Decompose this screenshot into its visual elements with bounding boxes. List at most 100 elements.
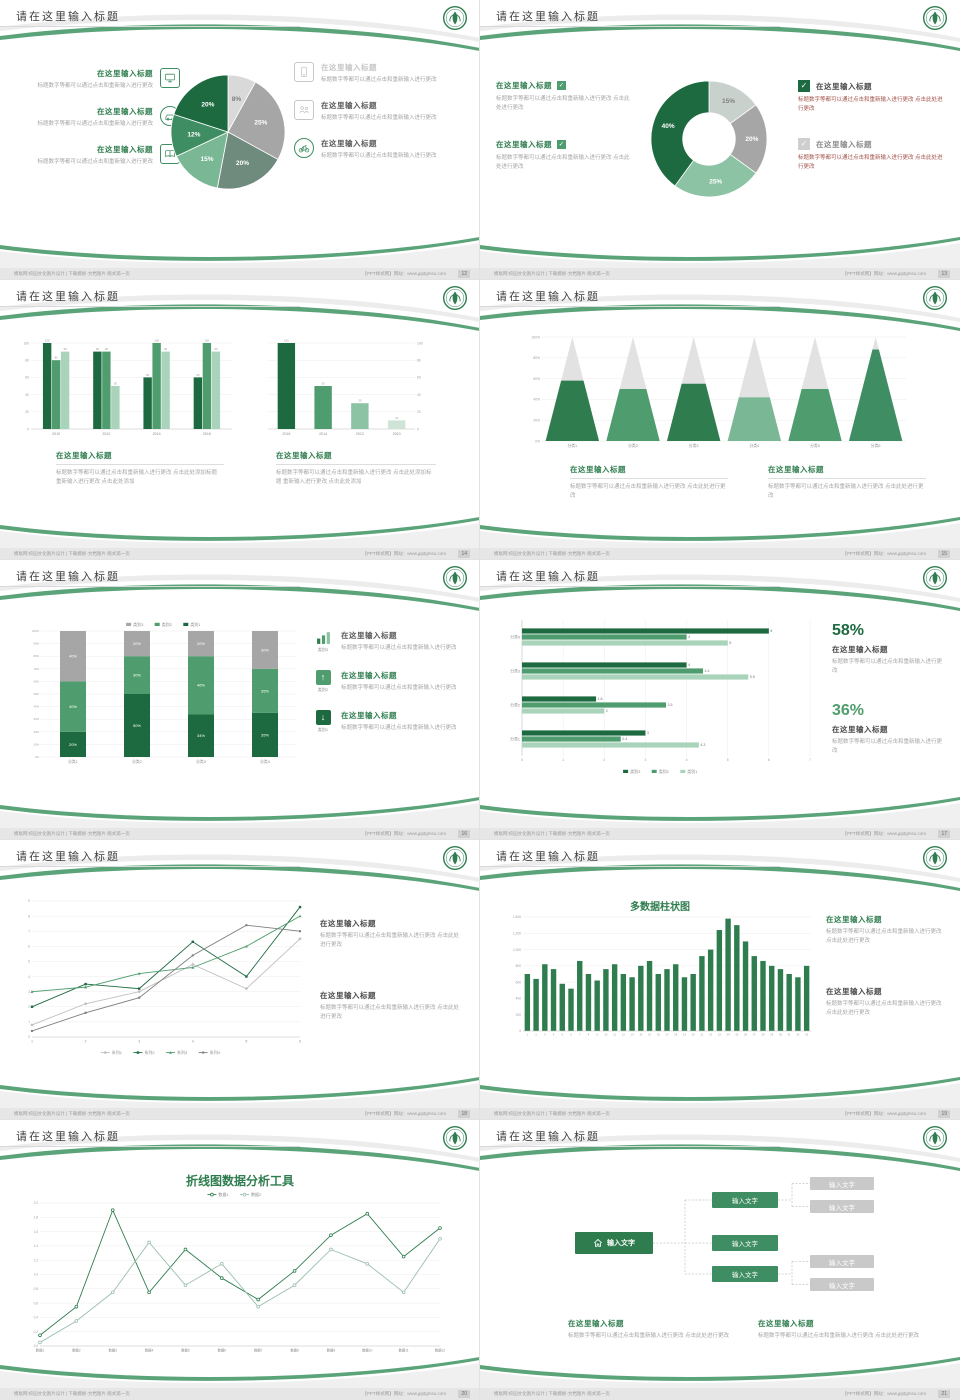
svg-text:60: 60 <box>417 376 421 380</box>
svg-text:数据2: 数据2 <box>251 1191 262 1197</box>
svg-text:100: 100 <box>417 341 423 345</box>
feature-body: 标题数字等都可以通过点击和重新输入进行更改 <box>321 153 437 160</box>
svg-text:80: 80 <box>55 356 59 360</box>
slide-15[interactable]: 0% 20% 40% 60% 80% 100% 分类1 分类2 分类3 分类4 分类5 分类6 在这里… <box>479 279 960 561</box>
svg-text:0.8: 0.8 <box>34 1287 39 1291</box>
svg-text:20%: 20% <box>533 419 540 423</box>
feature-body: 标题数字等都可以通过点击和重新输入进行更改 <box>37 121 153 128</box>
svg-text:32: 32 <box>796 1033 799 1037</box>
feature-title: 在这里输入标题 <box>321 63 377 72</box>
icon-label: 类别1 <box>317 727 329 733</box>
svg-text:数据8: 数据8 <box>290 1348 299 1353</box>
node-label: 输入文字 <box>732 1241 758 1248</box>
svg-text:20: 20 <box>25 410 29 414</box>
slide-footer: 模板网:校园文化图片设计 | 下载模板-文档图片-版式第一页 【PPT样式网】网站… <box>0 1108 480 1120</box>
diagram-node: 输入文字 <box>712 1266 778 1282</box>
svg-text:4: 4 <box>28 975 30 979</box>
node-label: 输入文字 <box>607 1240 635 1247</box>
svg-text:90%: 90% <box>34 642 40 646</box>
slide-14[interactable]: 0 20 40 60 80 100 2010 100 80 90 2012 90 90 50 2014 60 1… <box>0 279 481 561</box>
svg-text:6: 6 <box>570 1033 572 1037</box>
leaf-emblem-icon <box>442 845 468 871</box>
svg-text:2: 2 <box>85 1040 87 1044</box>
donut-chart: 15% 20% 25% 40% <box>650 80 768 198</box>
svg-text:4: 4 <box>192 1040 194 1044</box>
svg-text:0: 0 <box>27 427 29 431</box>
footer-site-text: 【PPT样式网】网站：www.jpptgmsu.com <box>842 831 926 836</box>
svg-text:分类3: 分类3 <box>689 443 699 448</box>
svg-text:2012: 2012 <box>356 432 364 436</box>
school-logo-badge <box>442 1125 468 1151</box>
slide-title: 请在这里输入标题 <box>16 291 120 303</box>
people-icon <box>294 100 314 121</box>
slide-16[interactable]: 0% 10% 20% 30% 40% 50% 60% 70% 80% 90% 100% 20% 40% 4… <box>0 559 481 841</box>
svg-text:12%: 12% <box>187 131 200 138</box>
svg-text:50%: 50% <box>133 723 141 728</box>
svg-text:80: 80 <box>25 359 29 363</box>
footer-left-text: 模板网:校园文化图片设计 | 下载模板-文档图片-版式第一页 <box>494 551 610 556</box>
slide-18[interactable]: 0 1 2 3 4 5 6 7 8 9 1 2 3 4 5 6 系列1 系列2 系列3 系列4 在这里输入标题 标题数… <box>0 839 481 1121</box>
diagram-main-node: 输入文字 <box>575 1232 653 1254</box>
feature-title: 在这里输入标题 <box>97 69 153 78</box>
monitor-icon <box>160 68 180 88</box>
svg-text:15%: 15% <box>201 156 214 163</box>
footer-site-text: 【PPT样式网】网站：www.jpptgmsu.com <box>842 1111 926 1116</box>
feature-body: 标题数字等都可以通过点击和重新输入进行更改 <box>321 115 437 122</box>
svg-text:0: 0 <box>521 758 523 762</box>
svg-text:50%: 50% <box>34 692 40 696</box>
text-block: 在这里输入标题 标题数字等都可以通过点击和重新输入进行更改 点击此处进行更改 <box>570 464 728 501</box>
block-body: 标题数字等都可以通过点击和重新输入进行更改 点击此处进行更改 <box>568 1333 730 1339</box>
slide-title: 请在这里输入标题 <box>16 11 120 23</box>
svg-text:0.6: 0.6 <box>34 1301 39 1305</box>
svg-text:9: 9 <box>28 899 30 903</box>
svg-text:4: 4 <box>688 635 690 639</box>
svg-text:1: 1 <box>28 1020 30 1024</box>
footer-site-text: 【PPT样式网】网站：www.jpptgmsu.com <box>362 1111 446 1116</box>
svg-text:10: 10 <box>395 416 399 420</box>
page-number: 20 <box>458 1390 470 1398</box>
slide-20[interactable]: 折线图数据分析工具 0.0 0.2 0.4 0.6 0.8 1.0 1.2 1.4 1.6 1.8… <box>0 1119 481 1400</box>
svg-text:34%: 34% <box>197 733 205 738</box>
title-underline <box>0 1146 300 1147</box>
item-title: 在这里输入标题 <box>341 671 397 681</box>
leaf-emblem-icon <box>442 285 468 311</box>
text-block: 在这里输入标题 标题数字等都可以通过点击和重新输入进行更改 点击此处进行更改 <box>768 464 926 501</box>
svg-text:35%: 35% <box>261 732 269 737</box>
school-logo-badge <box>922 285 948 311</box>
slide-19[interactable]: 多数据柱状图 0 200 400 600 800 1,000 1,200 1,400 1 2 3 4 5… <box>479 839 960 1121</box>
footer-left-text: 模板网:校园文化图片设计 | 下载模板-文档图片-版式第一页 <box>494 1391 610 1396</box>
svg-text:2: 2 <box>603 758 605 762</box>
footer-site-text: 【PPT样式网】网站：www.jpptgmsu.com <box>842 271 926 276</box>
svg-text:分类1: 分类1 <box>510 736 520 741</box>
footer-site-text: 【PPT样式网】网站：www.jpptgmsu.com <box>362 551 446 556</box>
svg-text:25%: 25% <box>709 179 722 186</box>
svg-text:系列3: 系列3 <box>177 1049 188 1055</box>
feature-body: 标题数字等都可以通过点击和重新输入进行更改 <box>37 159 153 166</box>
slide-17[interactable]: 0 1 2 3 4 5 6 7 分类4 6 4 5 分类3 4 4.4 5.5 分类2 1.8 3.5 2 分类1 3 2.… <box>479 559 960 841</box>
svg-text:60: 60 <box>146 373 150 377</box>
svg-text:90: 90 <box>105 347 109 351</box>
diagram-subnode: 输入文字 <box>810 1200 874 1213</box>
item-body: 标题数字等都可以通过点击和重新输入进行更改 点击此处进行更改 <box>798 97 943 113</box>
bar-chart: 0 20 40 60 80 100 2016 100 2014 50 2012 30 2010 10 <box>268 339 423 436</box>
school-logo-badge <box>442 285 468 311</box>
feature-title: 在这里输入标题 <box>97 145 153 155</box>
svg-text:2: 2 <box>606 709 608 713</box>
footer-left-text: 模板网:校园文化图片设计 | 下载模板-文档图片-版式第一页 <box>14 1391 130 1396</box>
line-chart: 0.0 0.2 0.4 0.6 0.8 1.0 1.2 1.4 1.6 1.8 2.0 数据1 数据2 数… <box>34 1191 446 1353</box>
svg-text:5: 5 <box>562 1033 564 1037</box>
slide-12[interactable]: 在这里输入标题 标题数字等都可以通过点击和重新输入进行更改 在这里输入标题 标题数字… <box>0 0 481 281</box>
svg-text:35%: 35% <box>261 688 269 693</box>
svg-text:24: 24 <box>727 1033 730 1037</box>
svg-text:数据4: 数据4 <box>145 1348 154 1353</box>
slide-21[interactable]: 输入文字 输入文字 输入文字 输入文字 输入文字 输入文字 输入文字 输入文字 … <box>479 1119 960 1400</box>
svg-text:0: 0 <box>519 1029 521 1033</box>
svg-text:40: 40 <box>417 393 421 397</box>
svg-text:8: 8 <box>28 914 30 918</box>
text-block: 在这里输入标题 标题数字等都可以通过点击和重新输入进行更改 点击此处添加标题 重… <box>276 450 436 487</box>
svg-text:27: 27 <box>753 1033 756 1037</box>
leaf-emblem-icon <box>922 1125 948 1151</box>
slide-13[interactable]: 在这里输入标题 ✓ 标题数字等都可以通过点击和重新输入进行更改 点击此处进行更改 … <box>479 0 960 281</box>
title-underline <box>480 306 780 307</box>
